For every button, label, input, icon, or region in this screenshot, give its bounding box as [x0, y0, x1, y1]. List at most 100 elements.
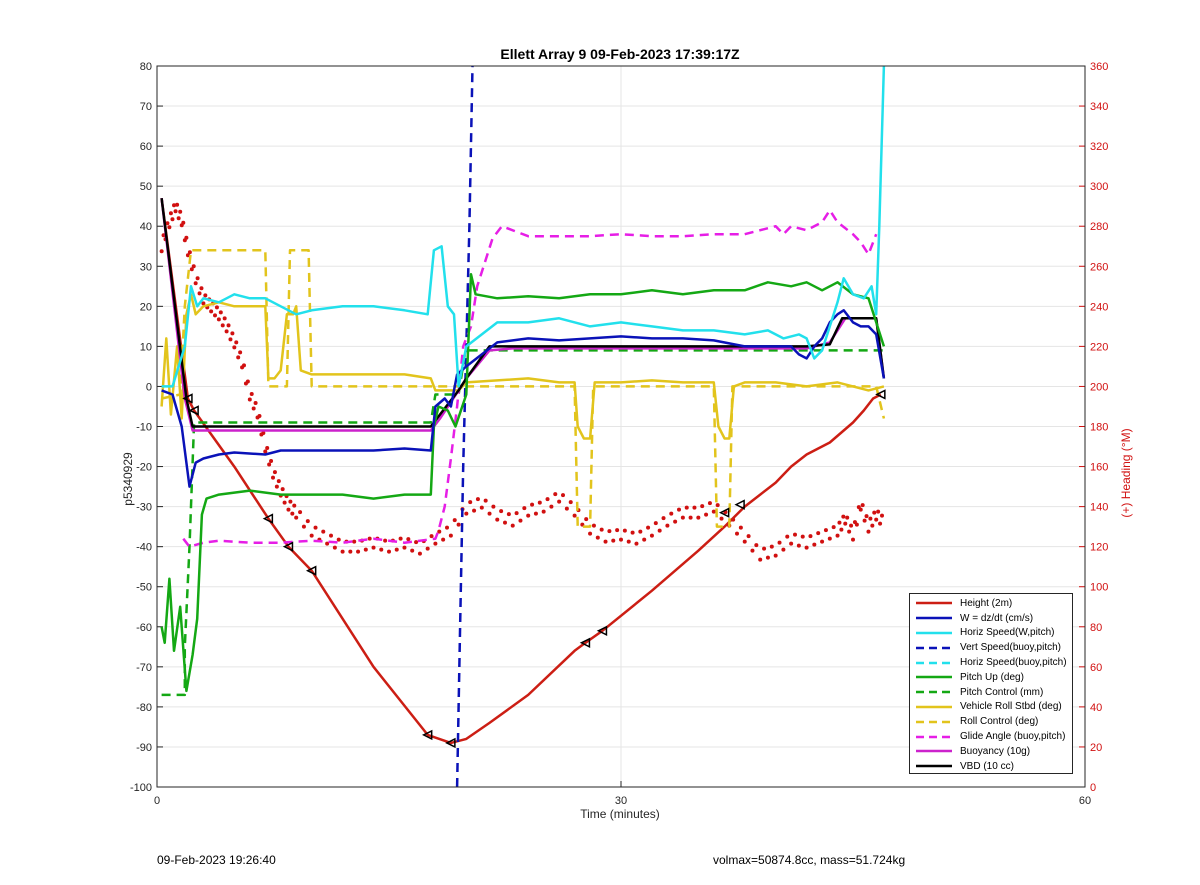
x-axis-label: Time (minutes) [580, 807, 660, 821]
heading-point [619, 537, 623, 542]
heading-point [245, 379, 250, 384]
heading-point [172, 203, 177, 208]
heading-point [379, 547, 384, 552]
y-left-tick-label: -90 [136, 742, 152, 754]
heading-point [738, 525, 743, 530]
y-right-tick-label: 80 [1090, 622, 1102, 634]
heading-point [429, 534, 434, 539]
heading-point [812, 542, 817, 547]
heading-point [522, 506, 527, 511]
heading-point [549, 504, 554, 509]
heading-point [189, 267, 194, 272]
legend-swatch [916, 735, 952, 738]
heading-point [286, 507, 291, 512]
heading-point [510, 523, 515, 528]
heading-point [711, 509, 716, 514]
heading-point [236, 355, 241, 360]
legend-label: Roll Control (deg) [960, 716, 1039, 728]
heading-point [387, 549, 391, 554]
heading-point [634, 541, 639, 546]
series-horiz-speed-w-pitch [161, 65, 886, 388]
axis-ticks: 0 30 6080706050403020100-10-20-30-40-50-60… [130, 61, 1108, 807]
heading-point [257, 413, 262, 418]
heading-point [626, 539, 631, 544]
heading-point [271, 475, 275, 480]
heading-point [680, 515, 685, 520]
heading-point [572, 513, 577, 518]
legend-label: Vert Speed(buoy,pitch) [960, 642, 1061, 654]
heading-point [816, 531, 821, 536]
heading-point [796, 543, 801, 548]
y-right-tick-label: 260 [1090, 261, 1108, 273]
heading-point [249, 391, 254, 396]
heading-point [800, 534, 805, 539]
heading-point [433, 541, 438, 546]
heading-point [288, 499, 293, 504]
legend-swatch [916, 616, 952, 620]
heading-point [847, 529, 852, 534]
y-left-tick-label: 80 [140, 61, 152, 73]
heading-point [642, 537, 647, 542]
heading-point [518, 518, 523, 523]
legend-item: Glide Angle (buoy,pitch) [914, 729, 1072, 744]
y-left-tick-label: 0 [146, 381, 152, 393]
heading-point [209, 309, 214, 314]
legend-item: Horiz Speed(buoy,pitch) [914, 655, 1072, 670]
heading-point [665, 523, 670, 528]
legend-swatch [916, 705, 952, 709]
heading-point [564, 506, 569, 511]
series-vehicle-roll-stbd-deg [160, 293, 885, 440]
heading-point [719, 516, 724, 521]
waypoint-marker [421, 729, 433, 741]
heading-point [167, 225, 172, 230]
heading-point [862, 518, 867, 523]
heading-point [545, 497, 550, 502]
waypoint-marker [875, 389, 886, 400]
heading-point [499, 509, 504, 514]
heading-point [673, 519, 678, 524]
y-right-tick-label: 120 [1090, 542, 1108, 554]
heading-point [781, 547, 786, 552]
heading-point [272, 470, 277, 475]
series-height-2m [160, 198, 882, 745]
series-vert-speed-buoy-pitch [455, 65, 474, 788]
x-tick-label: 30 [615, 795, 627, 807]
heading-point [201, 301, 206, 306]
heading-point [441, 537, 446, 542]
heading-point [232, 345, 237, 350]
legend-swatch [916, 661, 952, 664]
heading-point [541, 509, 546, 514]
heading-point [329, 533, 333, 538]
heading-point [491, 504, 496, 509]
waypoint-marker [718, 507, 730, 518]
heading-point [247, 397, 252, 402]
footer-timestamp: 09-Feb-2023 19:26:40 [157, 853, 276, 867]
heading-point [367, 536, 372, 541]
legend-swatch [916, 676, 952, 679]
legend-swatch [916, 602, 952, 605]
heading-point [332, 545, 337, 550]
legend-label: VBD (10 cc) [960, 760, 1014, 772]
heading-point [860, 503, 865, 508]
heading-point [849, 523, 854, 528]
heading-point [785, 534, 790, 539]
legend-swatch [916, 646, 952, 650]
heading-point [561, 493, 565, 498]
heading-point [750, 548, 755, 553]
y-axis-left-label: p5340929 [121, 452, 135, 506]
heading-point [638, 529, 643, 534]
heading-point [831, 525, 836, 530]
heading-point [274, 484, 279, 489]
heading-point [704, 512, 709, 517]
heading-point [437, 529, 442, 534]
heading-point [203, 293, 208, 298]
y-right-tick-label: 40 [1090, 702, 1102, 714]
heading-point [843, 521, 848, 526]
heading-point [692, 505, 697, 510]
heading-point [827, 536, 832, 541]
legend-item: VBD (10 cc) [914, 759, 1072, 774]
heading-point [417, 551, 422, 556]
heading-point [735, 531, 739, 536]
heading-point [222, 316, 227, 321]
y-left-tick-label: 70 [140, 101, 152, 113]
